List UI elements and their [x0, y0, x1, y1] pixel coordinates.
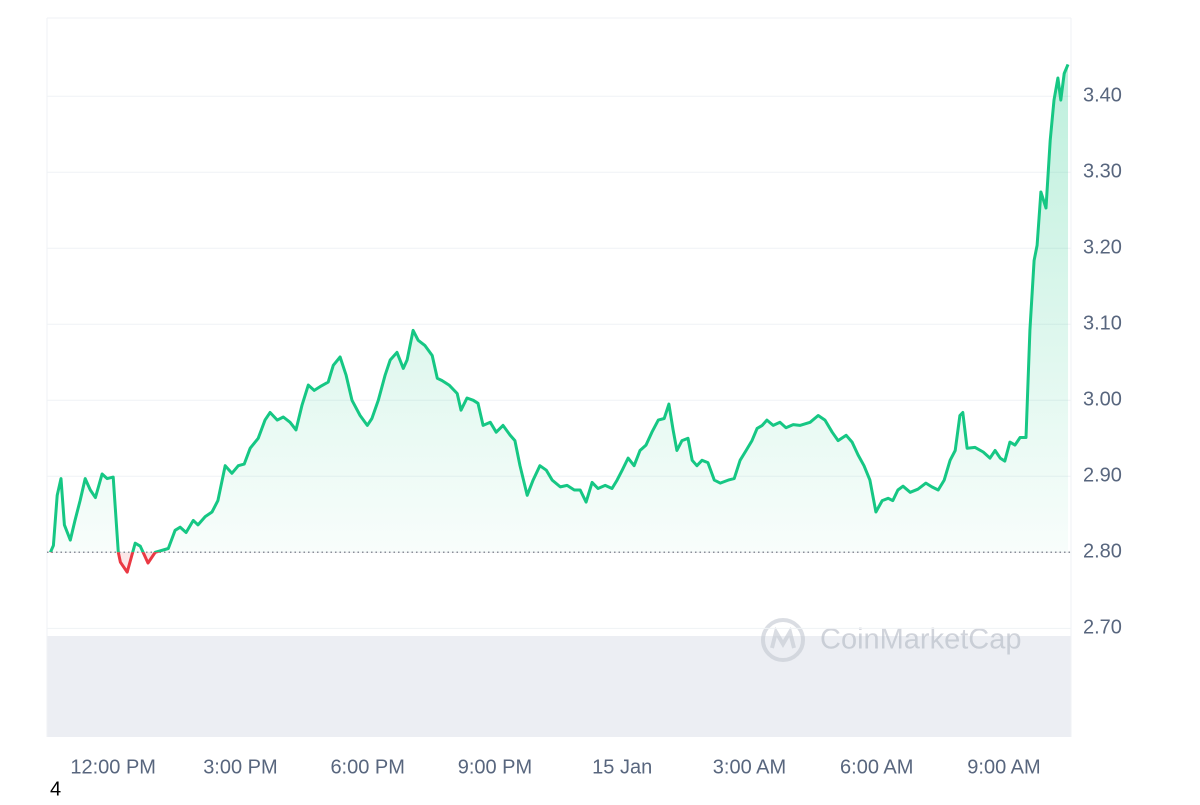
volume-backdrop: [47, 636, 1071, 737]
y-tick-label: 2.80: [1083, 541, 1122, 563]
x-tick-label: 6:00 AM: [840, 756, 913, 778]
y-tick-label: 3.40: [1083, 85, 1122, 107]
x-tick-label: 3:00 PM: [203, 756, 277, 778]
x-tick-label: 6:00 PM: [330, 756, 404, 778]
price-line: [49, 63, 1070, 553]
y-tick-label: 2.70: [1083, 617, 1122, 639]
y-tick-label: 3.30: [1083, 161, 1122, 183]
watermark: CoinMarketCap: [761, 618, 1021, 662]
x-tick-label: 12:00 PM: [70, 756, 156, 778]
y-tick-label: 2.90: [1083, 465, 1122, 487]
watermark-logo: [761, 618, 805, 662]
y-tick-label: 3.10: [1083, 313, 1122, 335]
x-tick-label: 15 Jan: [592, 756, 652, 778]
watermark-logo: [770, 626, 796, 649]
x-tick-label: 9:00 PM: [458, 756, 532, 778]
x-tick-label: 9:00 AM: [967, 756, 1040, 778]
y-tick-label: 3.20: [1083, 237, 1122, 259]
x-tick-label: 3:00 AM: [713, 756, 786, 778]
footer-text: 4: [50, 778, 61, 800]
area-above: [50, 64, 1069, 553]
watermark-text: CoinMarketCap: [820, 624, 1021, 656]
y-tick-label: 3.00: [1083, 389, 1122, 411]
